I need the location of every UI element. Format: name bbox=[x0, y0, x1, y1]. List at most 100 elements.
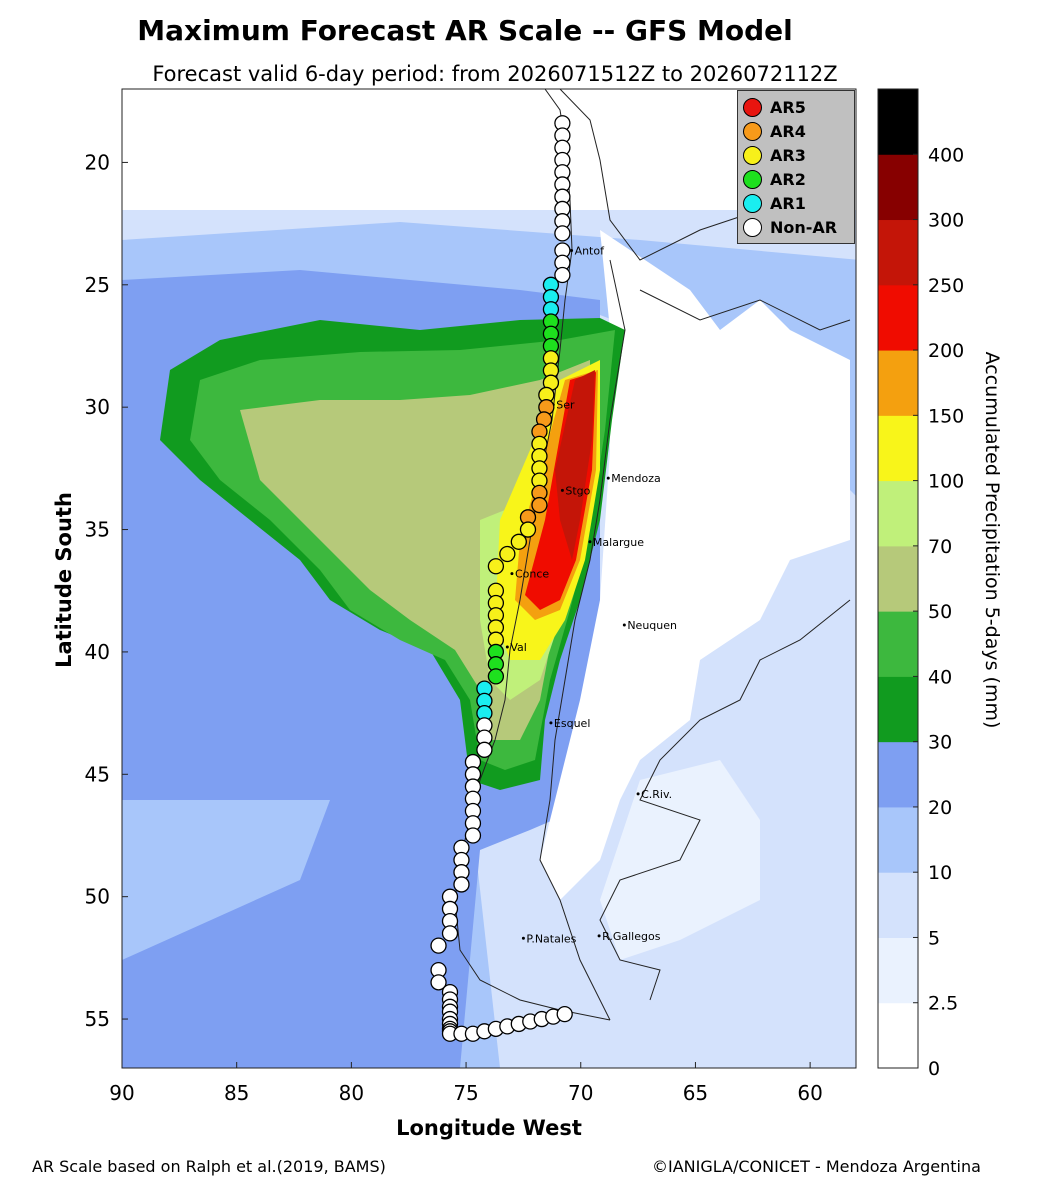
y-tick-label: 45 bbox=[85, 762, 110, 786]
x-tick-label: 90 bbox=[109, 1081, 134, 1105]
colorbar-label: 250 bbox=[928, 275, 964, 297]
colorbar-segment bbox=[878, 154, 918, 221]
legend-item-non-ar: Non-AR bbox=[738, 217, 856, 239]
y-axis: 20 25 30 35 40 45 50 55 bbox=[85, 150, 128, 1031]
colorbar-segment bbox=[878, 741, 918, 808]
x-tick-label: 80 bbox=[339, 1081, 364, 1105]
legend-item-ar2: AR2 bbox=[738, 169, 856, 191]
legend-label-non-ar: Non-AR bbox=[770, 218, 838, 237]
colorbar-label: 0 bbox=[928, 1058, 940, 1080]
legend-marker-ar3 bbox=[743, 146, 762, 165]
legend-marker-ar5 bbox=[743, 98, 762, 117]
colorbar-label: 100 bbox=[928, 471, 964, 493]
y-tick-label: 40 bbox=[85, 640, 110, 664]
colorbar-label: 300 bbox=[928, 210, 964, 232]
ar-point bbox=[476, 741, 493, 758]
city-label: P.Natales bbox=[526, 932, 576, 945]
y-tick-label: 20 bbox=[85, 150, 110, 174]
footer-copyright: ©IANIGLA/CONICET - Mendoza Argentina bbox=[652, 1157, 981, 1176]
ar-point bbox=[487, 668, 505, 685]
colorbar-segment bbox=[878, 806, 918, 873]
plot-frame bbox=[121, 88, 857, 1069]
colorbar-label: 40 bbox=[928, 666, 952, 688]
legend-item-ar4: AR4 bbox=[738, 121, 856, 143]
colorbar-label: 5 bbox=[928, 927, 940, 949]
city-marker bbox=[597, 934, 601, 938]
legend-label-ar1: AR1 bbox=[770, 194, 806, 213]
ar-point bbox=[430, 937, 447, 954]
precip-250-300 bbox=[555, 370, 595, 560]
ar-point bbox=[554, 225, 571, 242]
colorbar-label: 30 bbox=[928, 732, 952, 754]
colorbar-segment bbox=[878, 937, 918, 1004]
colorbar-segment bbox=[878, 415, 918, 482]
city-marker bbox=[505, 645, 509, 649]
colorbar-segment bbox=[878, 676, 918, 743]
city-marker bbox=[521, 936, 525, 940]
city-labels: Antof Ser Mendoza Stgo Malargue Conce Neuquen V… bbox=[505, 245, 677, 945]
ar-point bbox=[499, 545, 516, 563]
colorbar-segment bbox=[878, 872, 918, 938]
ar-point bbox=[441, 925, 459, 942]
x-tick-label: 70 bbox=[568, 1081, 593, 1105]
legend-marker-non-ar bbox=[743, 218, 762, 237]
x-tick-label: 60 bbox=[797, 1081, 822, 1105]
colorbar-label: 150 bbox=[928, 405, 964, 427]
x-tick-label: 75 bbox=[453, 1081, 478, 1105]
legend-item-ar3: AR3 bbox=[738, 145, 856, 167]
legend-label-ar3: AR3 bbox=[770, 146, 806, 165]
ar-point bbox=[453, 876, 470, 893]
city-label: Mendoza bbox=[611, 472, 660, 485]
city-marker bbox=[622, 623, 626, 627]
colorbar-segment bbox=[878, 284, 918, 351]
colorbar-segment bbox=[878, 611, 918, 677]
x-tick-label: 65 bbox=[683, 1081, 708, 1105]
city-label: Neuquen bbox=[627, 619, 677, 632]
city-marker bbox=[570, 249, 574, 253]
legend-marker-ar4 bbox=[743, 122, 762, 141]
colorbar-segment bbox=[878, 480, 918, 547]
colorbar-title: Accumulated Precipitation 5-days (mm) bbox=[981, 351, 1003, 729]
colorbar-label: 400 bbox=[928, 144, 964, 166]
city-marker bbox=[588, 540, 592, 544]
city-marker bbox=[606, 476, 610, 480]
ar-point bbox=[556, 1006, 573, 1023]
city-label: Esquel bbox=[554, 717, 590, 730]
colorbar-label: 200 bbox=[928, 340, 964, 362]
colorbar-segment bbox=[878, 350, 918, 416]
ar-point bbox=[464, 827, 482, 844]
ar-point bbox=[519, 521, 537, 538]
footer-reference: AR Scale based on Ralph et al.(2019, BAM… bbox=[32, 1157, 386, 1176]
ar-point bbox=[531, 496, 548, 514]
city-label: Antof bbox=[575, 245, 606, 258]
city-label: C.Riv. bbox=[641, 788, 672, 801]
city-label: Stgo bbox=[565, 484, 590, 497]
y-tick-label: 55 bbox=[85, 1007, 110, 1031]
land-patagonia bbox=[540, 230, 850, 900]
colorbar-label: 70 bbox=[928, 536, 952, 558]
x-axis: 90 85 80 75 70 65 60 bbox=[109, 1062, 823, 1105]
chart-subtitle: Forecast valid 6-day period: from 202607… bbox=[152, 62, 838, 86]
x-tick-label: 85 bbox=[224, 1081, 249, 1105]
ar-point bbox=[487, 558, 505, 575]
x-axis-title: Longitude West bbox=[396, 1116, 582, 1140]
colorbar-segment bbox=[878, 1002, 918, 1069]
city-marker bbox=[560, 488, 564, 492]
city-label: Val bbox=[510, 641, 526, 654]
colorbar-segment bbox=[878, 89, 918, 155]
city-label: R.Gallegos bbox=[602, 930, 661, 943]
city-marker bbox=[636, 792, 640, 796]
colorbar-label: 20 bbox=[928, 797, 952, 819]
colorbar-frame bbox=[877, 88, 919, 1069]
y-tick-label: 35 bbox=[85, 518, 110, 542]
ar-legend: AR5 AR4 AR3 AR2 AR1 Non-AR bbox=[737, 90, 855, 244]
y-tick-label: 30 bbox=[85, 395, 110, 419]
colorbar: 0 2.5 5 10 20 30 40 50 70 100 150 200 250 300 400 bbox=[877, 88, 964, 1080]
city-label: Malargue bbox=[593, 536, 644, 549]
colorbar-segment bbox=[878, 545, 918, 612]
colorbar-segment bbox=[878, 219, 918, 286]
ar-scale-points bbox=[430, 115, 573, 1042]
legend-marker-ar2 bbox=[743, 170, 762, 189]
ar-point bbox=[430, 974, 447, 991]
